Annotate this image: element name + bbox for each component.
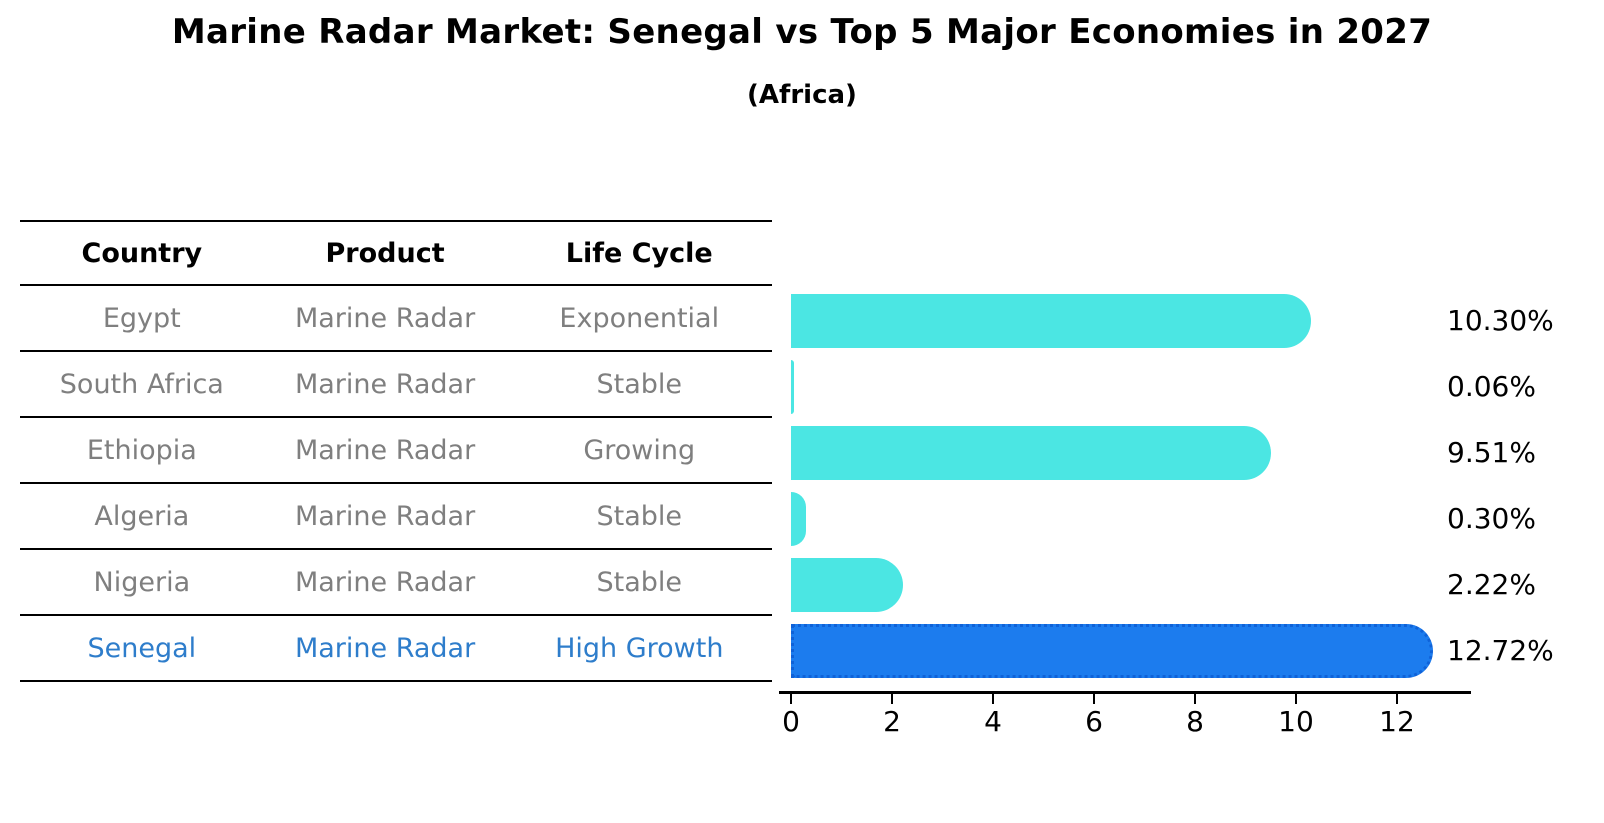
country-cell: Ethiopia	[86, 434, 197, 466]
value-label: 12.72%	[1447, 634, 1554, 667]
life-cycle-cell: Growing	[583, 434, 696, 466]
column-header-product: Product	[325, 237, 445, 269]
country-cell: Senegal	[87, 632, 197, 664]
value-label: 9.51%	[1447, 436, 1536, 469]
value-label: 10.30%	[1447, 304, 1554, 337]
table-header-row: Country Product Life Cycle	[20, 220, 772, 286]
table-row: Ethiopia Marine Radar Growing	[20, 418, 772, 484]
x-tick-label: 8	[1186, 705, 1204, 738]
x-tick-label: 2	[883, 705, 901, 738]
life-cycle-cell: High Growth	[555, 632, 724, 664]
bar-nigeria	[791, 558, 904, 612]
x-tick-label: 6	[1085, 705, 1103, 738]
value-label: 0.06%	[1447, 370, 1536, 403]
x-tick-mark	[1194, 694, 1196, 704]
x-tick-mark	[1093, 694, 1095, 704]
table-row: Nigeria Marine Radar Stable	[20, 550, 772, 616]
x-tick-label: 12	[1379, 705, 1415, 738]
x-tick-label: 10	[1278, 705, 1314, 738]
life-cycle-cell: Stable	[596, 500, 683, 532]
table-row: Algeria Marine Radar Stable	[20, 484, 772, 550]
data-table: Country Product Life Cycle Egypt Marine …	[20, 220, 772, 682]
life-cycle-cell: Stable	[596, 368, 683, 400]
country-cell: Egypt	[102, 302, 181, 334]
life-cycle-cell: Exponential	[559, 302, 720, 334]
table-body: Egypt Marine Radar Exponential South Afr…	[20, 286, 772, 682]
bar-algeria	[791, 492, 807, 546]
product-cell: Marine Radar	[294, 500, 476, 532]
bar-ethiopia	[791, 426, 1272, 480]
product-cell: Marine Radar	[294, 632, 476, 664]
column-header-life-cycle: Life Cycle	[565, 237, 713, 269]
chart-subtitle: (Africa)	[747, 80, 857, 110]
bar-senegal	[791, 624, 1434, 678]
x-tick-mark	[1295, 694, 1297, 704]
value-label: 0.30%	[1447, 502, 1536, 535]
life-cycle-cell: Stable	[596, 566, 683, 598]
product-cell: Marine Radar	[294, 434, 476, 466]
table-row: South Africa Marine Radar Stable	[20, 352, 772, 418]
x-tick-label: 0	[782, 705, 800, 738]
x-tick-mark	[1396, 694, 1398, 704]
country-cell: South Africa	[59, 368, 224, 400]
x-tick-mark	[790, 694, 792, 704]
bar-south-africa	[791, 360, 795, 414]
product-cell: Marine Radar	[294, 302, 476, 334]
column-header-country: Country	[81, 237, 203, 269]
country-cell: Nigeria	[93, 566, 191, 598]
x-axis-line	[779, 691, 1471, 694]
chart-title: Marine Radar Market: Senegal vs Top 5 Ma…	[171, 12, 1433, 52]
x-tick-mark	[891, 694, 893, 704]
table-row: Egypt Marine Radar Exponential	[20, 286, 772, 352]
x-tick-mark	[992, 694, 994, 704]
value-label: 2.22%	[1447, 568, 1536, 601]
country-cell: Algeria	[94, 500, 190, 532]
product-cell: Marine Radar	[294, 368, 476, 400]
bar-egypt	[791, 294, 1312, 348]
product-cell: Marine Radar	[294, 566, 476, 598]
table-row: Senegal Marine Radar High Growth	[20, 616, 772, 682]
x-tick-label: 4	[984, 705, 1002, 738]
